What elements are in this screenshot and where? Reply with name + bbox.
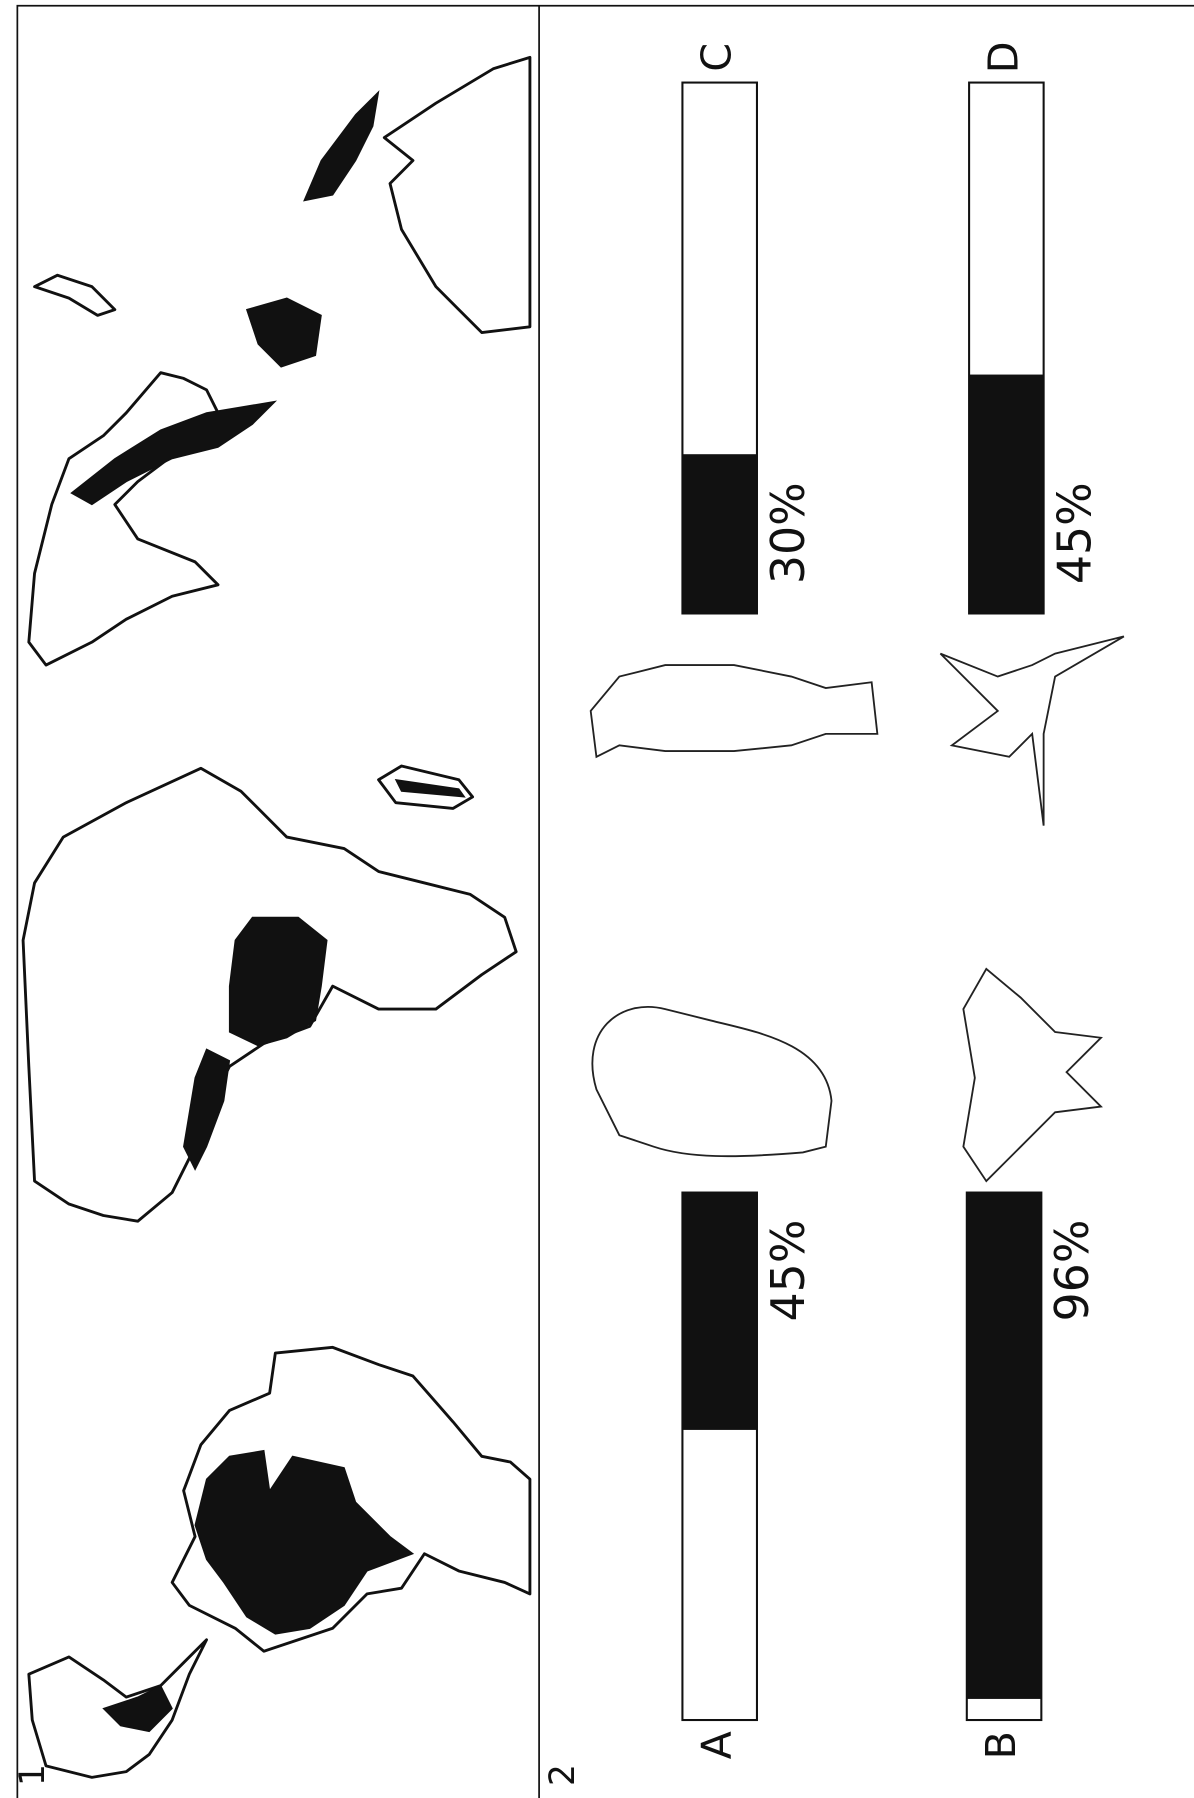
bar — [966, 1192, 1042, 1699]
central-america-forest — [102, 1684, 173, 1733]
madagascar-forest — [394, 779, 466, 798]
category-label: B — [977, 1731, 1025, 1759]
bar — [969, 374, 1044, 614]
borneo-forest — [245, 297, 322, 368]
frame — [16, 4, 1194, 1798]
value-label: 45% — [1048, 482, 1102, 584]
value-label: 45% — [761, 1220, 815, 1322]
category-label: D — [979, 41, 1027, 73]
congo-forest — [228, 916, 328, 1047]
value-label: 30% — [761, 482, 815, 584]
amazon-forest — [194, 1449, 415, 1635]
world-map — [21, 55, 532, 1779]
category-label: A — [693, 1731, 741, 1759]
category-label: C — [693, 43, 741, 72]
plant-icon — [939, 635, 1125, 826]
hornbill-icon — [589, 664, 879, 759]
new-guinea-forest — [303, 90, 380, 202]
west-africa-forest — [183, 1048, 231, 1171]
bar — [682, 454, 757, 614]
australia — [382, 55, 532, 334]
monkey-icon — [591, 1006, 833, 1158]
panel-label: 2 — [543, 1764, 583, 1786]
butterfly-icon — [962, 967, 1103, 1183]
value-label: 96% — [1045, 1220, 1099, 1322]
panel-label: 1 — [13, 1764, 53, 1786]
japan — [33, 273, 117, 317]
southeast-asia-forest — [70, 400, 278, 506]
bar — [682, 1192, 757, 1430]
icons — [589, 635, 1125, 1183]
